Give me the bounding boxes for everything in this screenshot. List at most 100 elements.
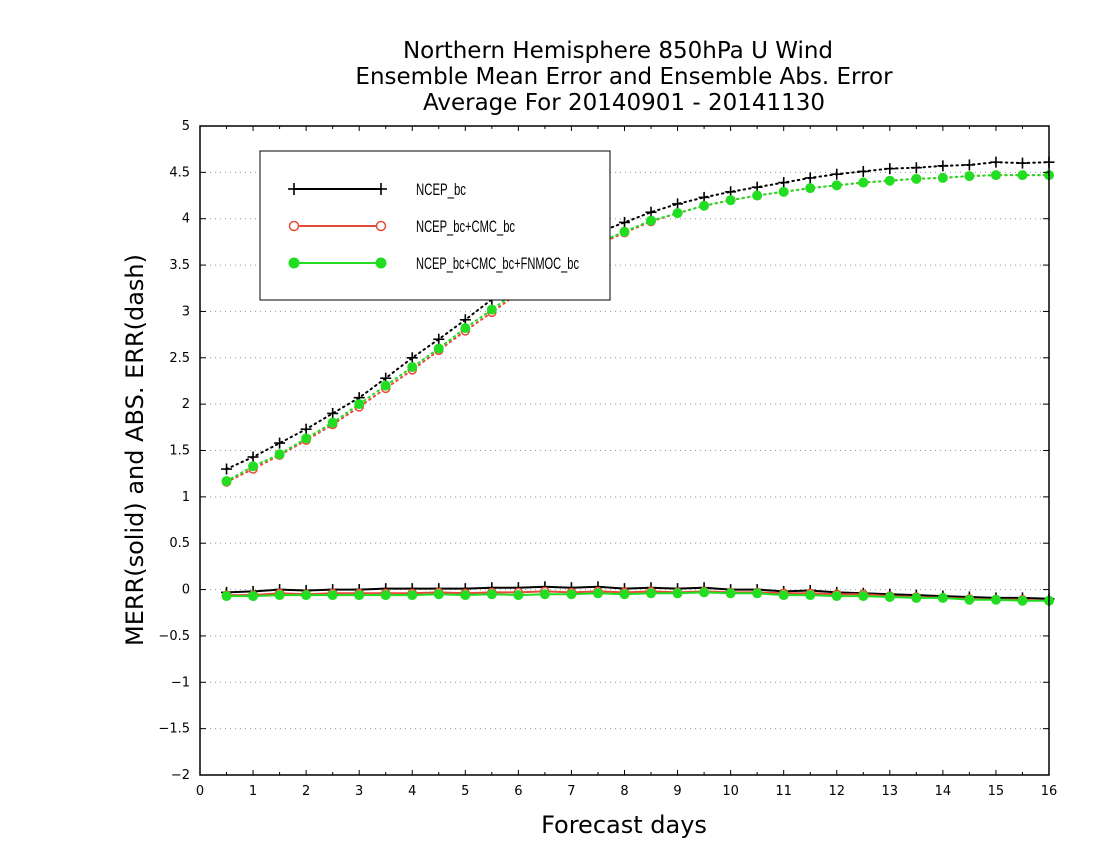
chart-title-line-2: Ensemble Mean Error and Ensemble Abs. Er… <box>355 64 893 90</box>
x-axis-label: Forecast days <box>541 811 707 839</box>
data-point <box>858 591 869 602</box>
data-point <box>672 208 683 219</box>
data-point <box>354 399 365 410</box>
data-point <box>884 591 895 602</box>
data-point <box>699 200 710 211</box>
data-point <box>380 590 391 601</box>
data-point <box>752 190 763 201</box>
data-point <box>752 588 763 599</box>
data-point <box>963 159 975 171</box>
data-point <box>778 590 789 601</box>
y-axis-label: MERR(solid) and ABS. ERR(dash) <box>121 254 149 646</box>
data-point <box>805 183 816 194</box>
data-point <box>619 216 630 228</box>
data-point <box>646 588 657 599</box>
y-tick-label: 0 <box>182 583 190 598</box>
data-point <box>274 449 285 460</box>
data-point <box>831 180 842 191</box>
x-tick-label: 14 <box>935 784 952 799</box>
x-tick-label: 0 <box>196 784 204 799</box>
chart-title: Northern Hemisphere 850hPa U Wind Ensemb… <box>355 38 893 116</box>
data-point <box>288 220 300 232</box>
data-point <box>592 588 603 599</box>
y-axis: 5 4.5 4 3.5 3 2.5 2 1.5 1 0.5 0 −0.5 −1 −1.5 −2 <box>158 119 1049 783</box>
legend-label: NCEP_bc+CMC_bc <box>416 217 515 236</box>
legend-label: NCEP_bc <box>416 180 466 199</box>
data-point <box>566 589 577 600</box>
data-point <box>990 170 1001 181</box>
data-point <box>327 417 338 428</box>
legend-item: NCEP_bc+CMC_bc+FNMOC_bc <box>288 254 579 273</box>
data-point <box>288 183 300 195</box>
data-point <box>725 588 736 599</box>
data-point <box>406 352 418 364</box>
chart-title-line-1: Northern Hemisphere 850hPa U Wind <box>403 38 833 64</box>
series <box>221 170 1054 606</box>
x-tick-label: 13 <box>882 784 899 799</box>
data-point <box>486 304 497 315</box>
legend-item: NCEP_bc <box>288 180 466 199</box>
data-point <box>380 380 391 391</box>
x-tick-label: 1 <box>249 784 257 799</box>
data-point <box>964 594 975 605</box>
data-point <box>964 171 975 182</box>
data-point <box>672 588 683 599</box>
y-tick-label: −1.5 <box>158 722 190 737</box>
data-point <box>513 590 524 601</box>
legend-item: NCEP_bc+CMC_bc <box>288 217 515 236</box>
series-layer <box>221 156 1055 606</box>
data-point <box>539 589 550 600</box>
data-point <box>486 589 497 600</box>
data-point <box>248 591 259 602</box>
data-point <box>460 590 471 601</box>
data-point <box>301 433 312 444</box>
data-point <box>354 590 365 601</box>
data-point <box>884 163 896 175</box>
data-point <box>646 215 657 226</box>
y-tick-label: 5 <box>182 119 190 134</box>
data-point <box>1017 170 1028 181</box>
data-point <box>857 165 869 177</box>
legend-label: NCEP_bc+CMC_bc+FNMOC_bc <box>416 254 579 273</box>
data-point <box>248 461 259 472</box>
data-point <box>221 463 233 475</box>
y-tick-label: 2.5 <box>169 351 190 366</box>
data-point <box>375 257 387 269</box>
data-point <box>990 156 1002 168</box>
data-point <box>937 592 948 603</box>
y-tick-label: 1 <box>182 490 190 505</box>
y-tick-label: 3 <box>182 304 190 319</box>
data-point <box>699 587 710 598</box>
data-point <box>831 168 843 180</box>
x-axis: 0 1 2 3 4 5 6 7 8 9 10 11 12 13 14 15 16 <box>196 126 1057 799</box>
data-point <box>327 407 339 419</box>
data-point <box>672 198 684 210</box>
data-point <box>911 173 922 184</box>
data-point <box>1016 157 1028 169</box>
x-tick-label: 5 <box>461 784 469 799</box>
data-point <box>778 177 790 189</box>
data-point <box>858 177 869 188</box>
data-point <box>433 589 444 600</box>
y-tick-label: 2 <box>182 397 190 412</box>
data-point <box>407 362 418 373</box>
data-point <box>1017 595 1028 606</box>
x-tick-label: 3 <box>355 784 363 799</box>
data-point <box>778 186 789 197</box>
x-tick-label: 9 <box>673 784 681 799</box>
data-point <box>911 592 922 603</box>
data-point <box>910 162 922 174</box>
data-point <box>725 195 736 206</box>
data-point <box>884 175 895 186</box>
data-point <box>805 590 816 601</box>
x-tick-label: 16 <box>1041 784 1058 799</box>
y-tick-label: −0.5 <box>158 629 190 644</box>
data-point <box>274 437 286 449</box>
data-point <box>990 594 1001 605</box>
x-tick-label: 15 <box>988 784 1005 799</box>
data-point <box>460 323 471 334</box>
data-point <box>619 589 630 600</box>
y-tick-label: 1.5 <box>169 444 190 459</box>
data-point <box>247 451 259 463</box>
